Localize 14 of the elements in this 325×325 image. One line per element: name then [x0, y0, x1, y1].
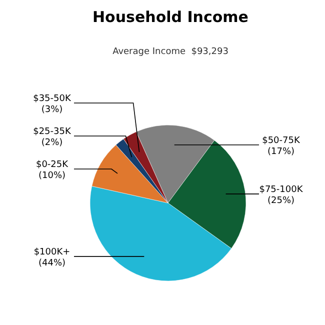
chart-title: Household Income [92, 8, 248, 26]
slice-label: $25-35K [33, 127, 72, 137]
data-label: (44%) [38, 258, 66, 268]
slice-label: $0-25K [36, 160, 70, 170]
data-label: (10%) [38, 171, 66, 181]
data-label: (17%) [267, 146, 295, 157]
chart-subtitle: Average Income $93,293 [112, 47, 228, 57]
slice-label: $50-75K [262, 136, 301, 146]
data-label: (3%) [41, 105, 63, 115]
data-label: (2%) [41, 138, 63, 148]
slice-label: $75-100K [259, 184, 304, 195]
data-label: (25%) [267, 196, 295, 206]
slice-label: $100K+ [34, 247, 70, 258]
slice-label: $35-50K [33, 94, 72, 104]
